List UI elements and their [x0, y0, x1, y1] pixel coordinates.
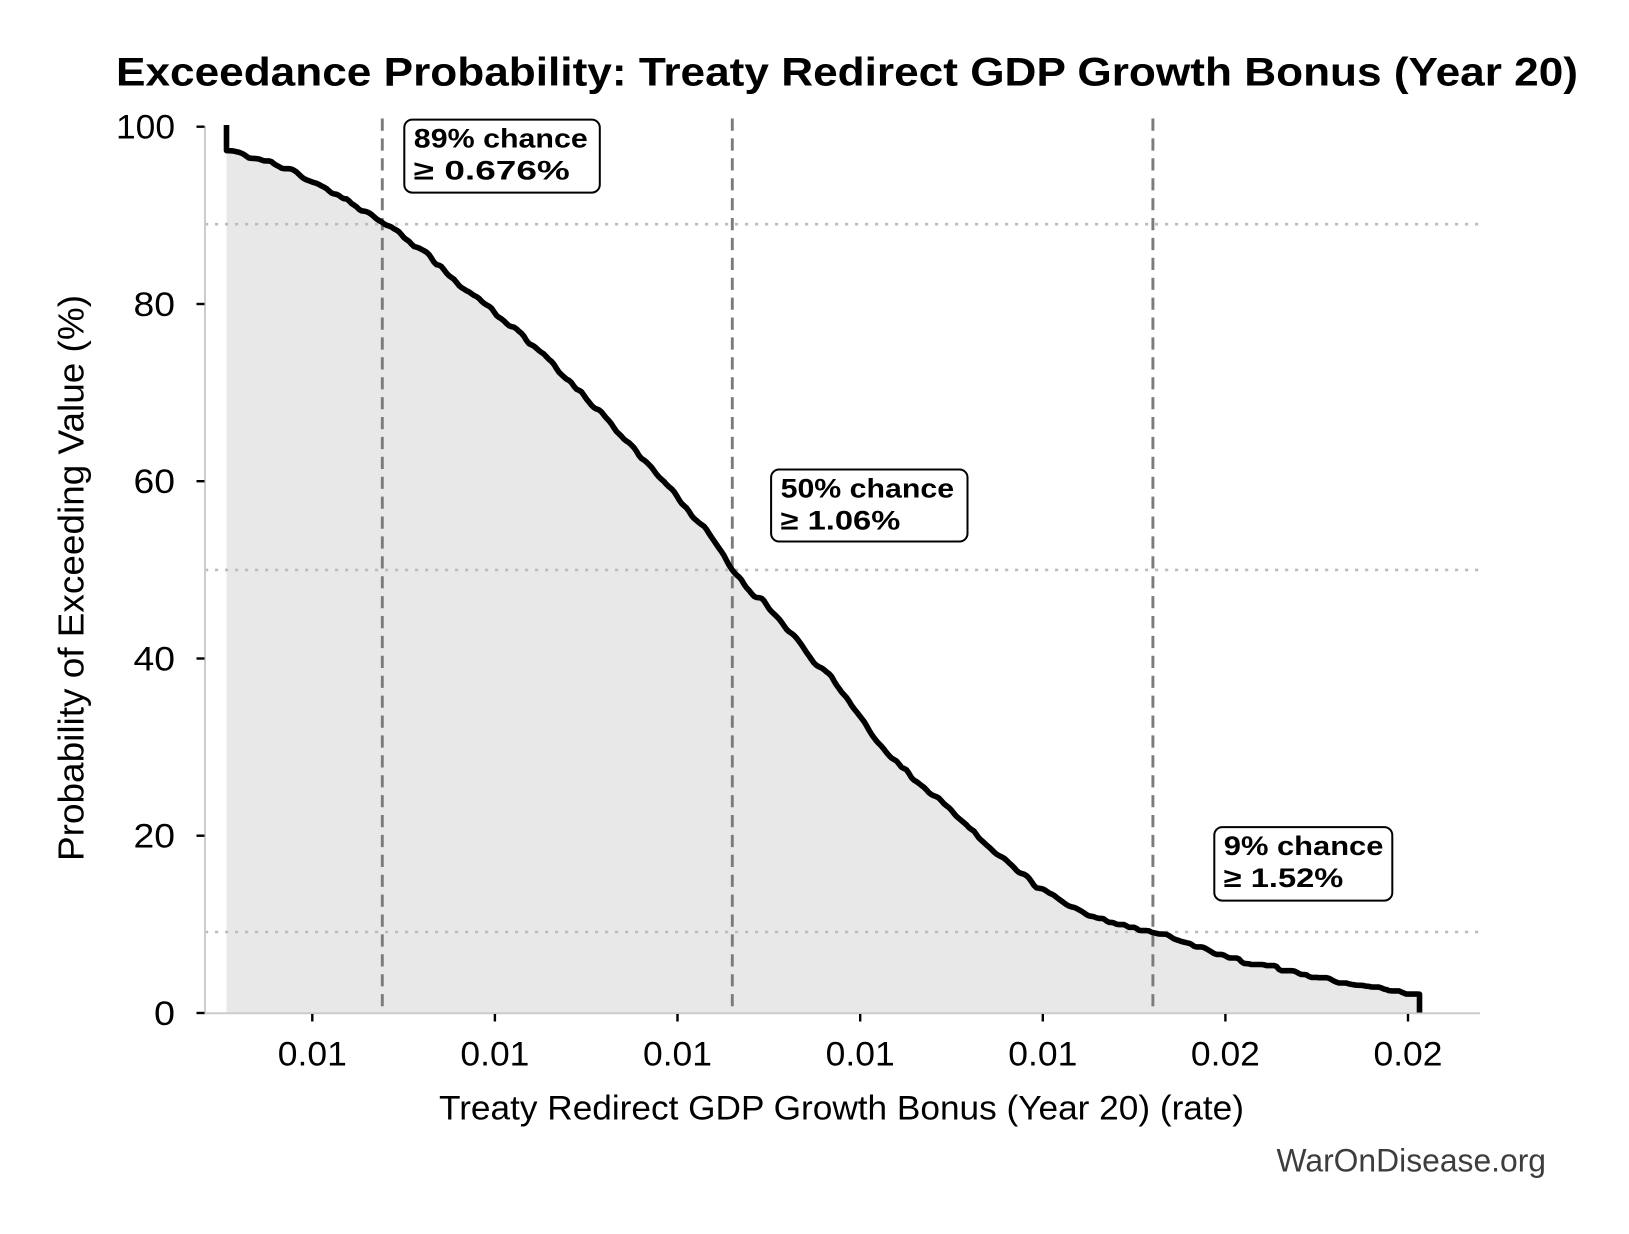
svg-text:100: 100	[116, 109, 175, 147]
svg-text:89% chance: 89% chance	[414, 124, 588, 154]
svg-text:40: 40	[134, 640, 176, 678]
svg-text:0.01: 0.01	[278, 1036, 347, 1074]
svg-text:0.01: 0.01	[460, 1036, 529, 1074]
svg-text:0: 0	[154, 995, 175, 1033]
svg-text:20: 20	[134, 818, 176, 856]
svg-text:WarOnDisease.org: WarOnDisease.org	[1277, 1143, 1547, 1179]
svg-text:≥ 0.676%: ≥ 0.676%	[414, 156, 570, 186]
svg-text:60: 60	[134, 463, 176, 501]
svg-text:≥ 1.06%: ≥ 1.06%	[781, 505, 901, 535]
svg-text:Treaty Redirect GDP Growth Bon: Treaty Redirect GDP Growth Bonus (Year 2…	[439, 1090, 1244, 1128]
svg-text:Exceedance Probability: Treaty: Exceedance Probability: Treaty Redirect …	[116, 51, 1578, 95]
svg-text:0.02: 0.02	[1374, 1036, 1443, 1074]
svg-text:80: 80	[134, 286, 176, 324]
svg-text:9% chance: 9% chance	[1224, 831, 1384, 861]
svg-text:Probability of Exceeding Value: Probability of Exceeding Value (%)	[51, 295, 92, 861]
svg-text:≥ 1.52%: ≥ 1.52%	[1224, 863, 1344, 893]
svg-text:0.02: 0.02	[1191, 1036, 1260, 1074]
svg-text:0.01: 0.01	[826, 1036, 895, 1074]
svg-text:0.01: 0.01	[643, 1036, 712, 1074]
svg-text:0.01: 0.01	[1008, 1036, 1077, 1074]
svg-text:50% chance: 50% chance	[781, 474, 955, 504]
